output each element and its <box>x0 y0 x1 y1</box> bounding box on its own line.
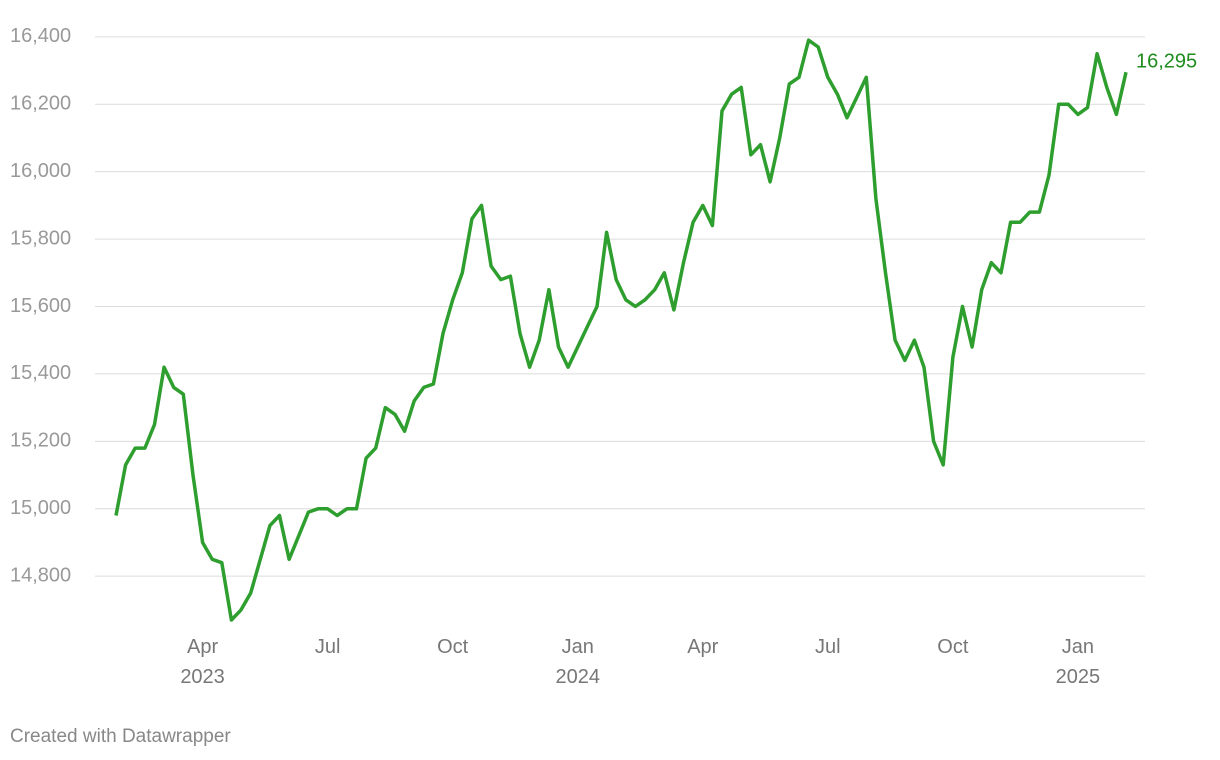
x-tick-label-line: 2024 <box>555 666 600 688</box>
x-tick-label: Oct <box>937 636 969 658</box>
x-tick-label: Jan 2025 <box>1056 636 1101 688</box>
line <box>114 38 1128 622</box>
x-tick-label: Apr <box>687 636 718 658</box>
x-tick-label-line: Apr <box>187 636 218 658</box>
x-tick-label: Jul <box>315 636 341 658</box>
y-tick-label: 16,000 <box>10 160 71 182</box>
x-tick-label: Jul <box>815 636 841 658</box>
x-tick-label-line: Jan <box>1062 636 1094 658</box>
x-tick-label-line: 2023 <box>180 666 225 688</box>
y-tick-label: 15,200 <box>10 430 71 452</box>
x-tick-label-line: Jan <box>562 636 594 658</box>
x-tick-label: Oct <box>437 636 469 658</box>
y-tick-label: 16,400 <box>10 25 71 47</box>
x-tick-label-line: Oct <box>437 636 469 658</box>
x-tick-label-line: Jul <box>815 636 841 658</box>
y-tick-label: 16,200 <box>10 93 71 115</box>
footer: Created with Datawrapper <box>10 726 231 747</box>
y-tick-label: 14,800 <box>10 564 71 586</box>
x-tick-label: Jan 2024 <box>555 636 600 688</box>
x-tick-label: Apr 2023 <box>180 636 225 688</box>
x-tick-label-line: Apr <box>687 636 718 658</box>
y-tick-label: 15,800 <box>10 227 71 249</box>
x-tick-label-line: Jul <box>315 636 341 658</box>
x-tick-label-line: Oct <box>937 636 969 658</box>
y-tick-label: 15,600 <box>10 295 71 317</box>
x-tick-label-line: 2025 <box>1056 666 1101 688</box>
value-label: 16,295 <box>1136 51 1197 73</box>
y-tick-label: 15,400 <box>10 362 71 384</box>
y-tick-label: 15,000 <box>10 497 71 519</box>
